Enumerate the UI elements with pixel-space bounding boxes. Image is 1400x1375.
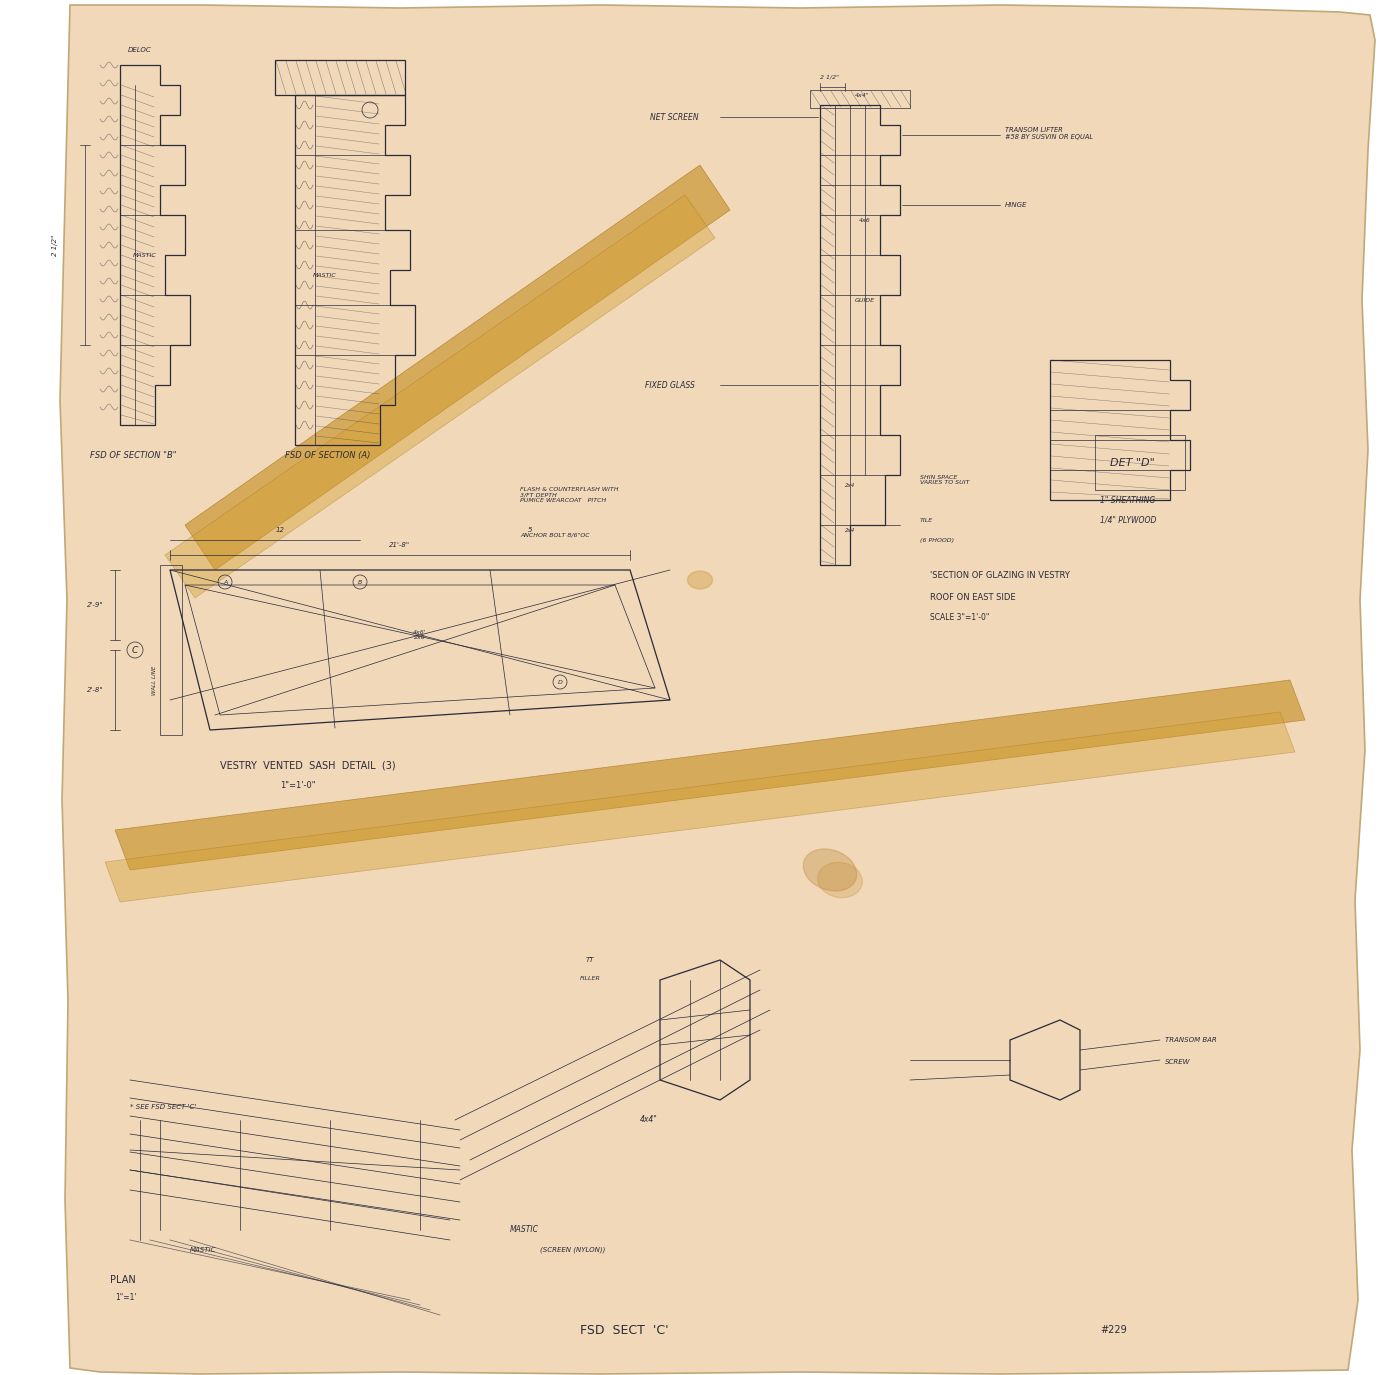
Text: MASTIC: MASTIC — [314, 272, 337, 278]
Text: 'SECTION OF GLAZING IN VESTRY: 'SECTION OF GLAZING IN VESTRY — [930, 571, 1070, 579]
Text: (6 PHOOD): (6 PHOOD) — [920, 538, 955, 543]
Text: PLAN: PLAN — [111, 1275, 136, 1286]
Bar — [1095, 434, 1184, 490]
Text: MASTIC: MASTIC — [510, 1225, 539, 1235]
Text: VESTRY  VENTED  SASH  DETAIL  (3): VESTRY VENTED SASH DETAIL (3) — [220, 760, 396, 770]
Bar — [160, 565, 182, 736]
Text: NET SCREEN: NET SCREEN — [650, 113, 699, 121]
Text: 5: 5 — [528, 527, 532, 534]
Text: MASTIC: MASTIC — [133, 253, 157, 257]
Text: DELOC: DELOC — [129, 47, 151, 54]
Ellipse shape — [687, 571, 713, 588]
Text: SCALE 3"=1'-0": SCALE 3"=1'-0" — [930, 612, 990, 622]
Text: 12: 12 — [276, 527, 284, 534]
Text: 1/4" PLYWOOD: 1/4" PLYWOOD — [1100, 516, 1156, 524]
Text: MASTIC: MASTIC — [190, 1247, 217, 1253]
Text: ANCHOR BOLT 8/6"OC: ANCHOR BOLT 8/6"OC — [519, 532, 589, 538]
Text: FIXED GLASS: FIXED GLASS — [645, 381, 694, 389]
Text: FSD  SECT  'C': FSD SECT 'C' — [580, 1324, 669, 1336]
Text: 4x4": 4x4" — [855, 92, 869, 98]
Text: * SEE FSD SECT 'C': * SEE FSD SECT 'C' — [130, 1104, 196, 1110]
Text: 2'-9": 2'-9" — [87, 602, 104, 608]
Text: TILE: TILE — [920, 517, 934, 522]
Text: ROOF ON EAST SIDE: ROOF ON EAST SIDE — [930, 593, 1015, 601]
Text: 2'-8": 2'-8" — [87, 688, 104, 693]
Text: 1" SHEATHING: 1" SHEATHING — [1100, 495, 1155, 505]
Polygon shape — [60, 6, 1375, 1374]
Text: FILLER: FILLER — [580, 975, 601, 980]
Text: B: B — [358, 579, 363, 584]
Text: 4x6: 4x6 — [860, 217, 871, 223]
Text: 21'-8": 21'-8" — [389, 542, 410, 549]
Text: 1"=1'-0": 1"=1'-0" — [280, 781, 315, 789]
Text: SCREW: SCREW — [1165, 1059, 1190, 1066]
Text: 1"=1': 1"=1' — [115, 1294, 137, 1302]
Bar — [811, 89, 910, 109]
Text: C: C — [132, 645, 139, 654]
Text: 2 1/2": 2 1/2" — [52, 234, 57, 256]
Polygon shape — [185, 165, 729, 571]
Text: #229: #229 — [1100, 1326, 1127, 1335]
Text: TT: TT — [585, 957, 594, 962]
Text: 4x6'
2x6: 4x6' 2x6 — [413, 630, 427, 641]
Text: GUIDE: GUIDE — [855, 297, 875, 302]
Ellipse shape — [804, 848, 857, 891]
Polygon shape — [165, 195, 715, 598]
Text: DET "D": DET "D" — [1110, 458, 1155, 468]
Polygon shape — [115, 681, 1305, 870]
Text: FLASH & COUNTERFLASH WITH
3/FT DEPTH
PUMICE WEARCOAT   PITCH: FLASH & COUNTERFLASH WITH 3/FT DEPTH PUM… — [519, 487, 619, 503]
Text: A: A — [223, 579, 227, 584]
Ellipse shape — [818, 862, 862, 898]
Text: 2x4: 2x4 — [844, 528, 855, 532]
Text: HINGE: HINGE — [1005, 202, 1028, 208]
Text: 2x4: 2x4 — [844, 483, 855, 488]
Text: SHIN SPACE
VARIES TO SUIT: SHIN SPACE VARIES TO SUIT — [920, 474, 969, 485]
Text: 4x4": 4x4" — [640, 1115, 658, 1125]
Text: FSD OF SECTION (A): FSD OF SECTION (A) — [286, 451, 371, 459]
Text: TRANSOM BAR: TRANSOM BAR — [1165, 1037, 1217, 1044]
Text: TRANSOM LIFTER
#58 BY SUSVIN OR EQUAL: TRANSOM LIFTER #58 BY SUSVIN OR EQUAL — [1005, 126, 1093, 139]
Polygon shape — [105, 712, 1295, 902]
Text: (SCREEN (NYLON)): (SCREEN (NYLON)) — [540, 1247, 605, 1253]
Text: FSD OF SECTION "B": FSD OF SECTION "B" — [90, 451, 176, 459]
Bar — [274, 60, 405, 95]
Text: D: D — [557, 679, 563, 685]
Text: 2 1/2": 2 1/2" — [820, 74, 840, 80]
Text: WALL LINE: WALL LINE — [153, 666, 157, 694]
